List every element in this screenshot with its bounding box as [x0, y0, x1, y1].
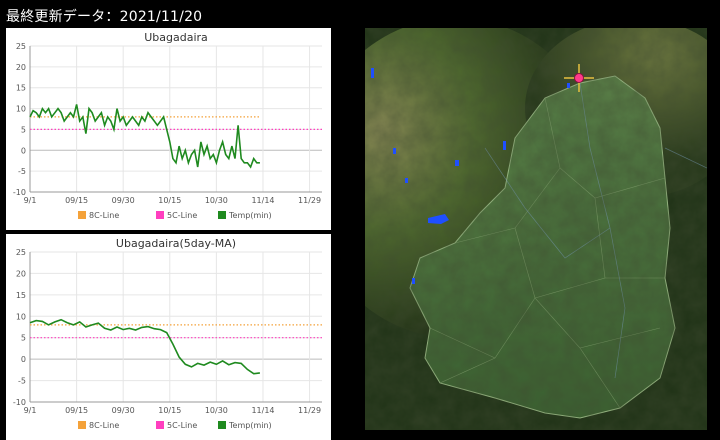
y-tick-label: -5 [18, 377, 26, 386]
legend-label: 8C-Line [89, 211, 119, 220]
y-tick-label: 10 [16, 312, 26, 321]
y-tick-label: -10 [13, 188, 26, 197]
lake-ridge [503, 141, 506, 150]
y-tick-label: 20 [16, 63, 26, 72]
y-tick-label: 25 [16, 42, 26, 51]
x-tick-label: 10/15 [158, 406, 181, 415]
legend-label: Temp(min) [228, 211, 272, 220]
x-tick-label: 09/15 [65, 196, 88, 205]
relief-map-panel[interactable] [305, 18, 720, 430]
legend-swatch [218, 211, 226, 219]
relief-map[interactable] [305, 18, 720, 430]
x-tick-label: 10/30 [205, 196, 228, 205]
y-tick-label: 20 [16, 269, 26, 278]
x-tick-label: 9/1 [24, 196, 37, 205]
y-tick-label: 15 [16, 84, 26, 93]
x-tick-label: 9/1 [24, 406, 37, 415]
legend-label: 5C-Line [167, 421, 197, 430]
lake-northwest [371, 68, 374, 78]
chart-ubagadaira-svg: Ubagadaira -10 -5 0 5 10 15 20 25 9/1 09/15 09/30 10… [13, 31, 322, 220]
x-tick-label: 09/15 [65, 406, 88, 415]
location-marker[interactable] [564, 64, 594, 92]
lake-small-c [567, 83, 570, 88]
y-tick-label: 25 [16, 248, 26, 257]
y-tick-label: 0 [21, 355, 26, 364]
x-tick-label: 11/14 [251, 406, 274, 415]
y-tick-label: -10 [13, 398, 26, 407]
chart-title: Ubagadaira [144, 31, 208, 44]
x-tick-label: 11/14 [251, 196, 274, 205]
lake-west [393, 148, 396, 154]
legend-swatch [218, 421, 226, 429]
legend-label: 8C-Line [89, 421, 119, 430]
y-tick-label: -5 [18, 167, 26, 176]
x-tick-label: 10/15 [158, 196, 181, 205]
series-line-temp-min- [29, 104, 260, 169]
y-tick-label: 0 [21, 146, 26, 155]
lake-large [428, 214, 449, 224]
y-tick-label: 10 [16, 105, 26, 114]
legend-label: 5C-Line [167, 211, 197, 220]
terrain-texture [365, 28, 707, 430]
chart-ubagadaira-5day-ma: Ubagadaira(5day-MA) -10 -5 0 5 10 15 20 25 9/1 09/… [6, 234, 331, 440]
chart-ubagadaira: Ubagadaira -10 -5 0 5 10 15 20 25 9/1 09/15 09/30 10… [6, 28, 331, 230]
legend-swatch [156, 211, 164, 219]
legend-label: Temp(min) [228, 421, 272, 430]
legend-swatch [156, 421, 164, 429]
y-tick-label: 5 [21, 125, 26, 134]
lake-center [455, 160, 459, 166]
y-tick-label: 15 [16, 291, 26, 300]
x-tick-label: 09/30 [112, 196, 135, 205]
series-line-temp-min- [29, 318, 261, 375]
last-updated-label: 最終更新データ：2021/11/20 [6, 9, 203, 25]
lakes [371, 68, 570, 284]
legend-swatch [78, 421, 86, 429]
lake-small-b [412, 278, 415, 284]
chart-ubagadaira-5day-ma-svg: Ubagadaira(5day-MA) -10 -5 0 5 10 15 20 25 9/1 09/… [13, 237, 322, 430]
x-tick-label: 09/30 [112, 406, 135, 415]
x-tick-label: 11/29 [298, 196, 321, 205]
legend-swatch [78, 211, 86, 219]
x-tick-label: 10/30 [205, 406, 228, 415]
x-tick-label: 11/29 [298, 406, 321, 415]
lake-small-a [405, 178, 408, 183]
chart-title: Ubagadaira(5day-MA) [116, 237, 236, 250]
y-tick-label: 5 [21, 334, 26, 343]
